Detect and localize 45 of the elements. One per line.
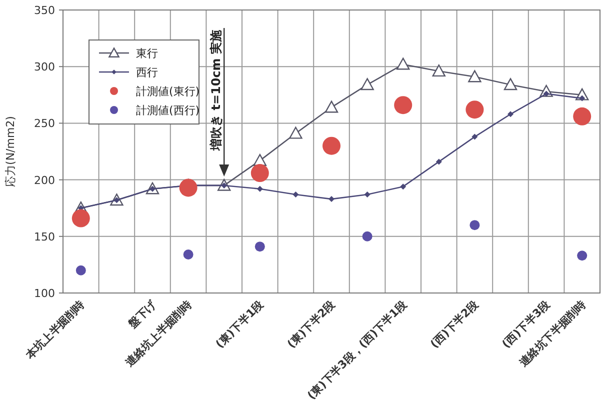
point bbox=[504, 78, 518, 90]
legend-label: 計測値(西行) bbox=[136, 104, 200, 117]
legend-label: 西行 bbox=[136, 66, 158, 79]
point bbox=[179, 178, 198, 197]
point bbox=[292, 192, 299, 198]
y-axis-title: 応力(N/mm2) bbox=[4, 116, 17, 187]
y-tick-label: 300 bbox=[34, 60, 55, 74]
point bbox=[289, 126, 302, 139]
point bbox=[468, 70, 482, 82]
point bbox=[322, 136, 340, 155]
point bbox=[328, 196, 334, 202]
point bbox=[508, 111, 514, 118]
x-tick-label: (西)下半2段 bbox=[428, 297, 482, 351]
point bbox=[396, 58, 410, 70]
point bbox=[250, 164, 269, 182]
point bbox=[400, 184, 406, 190]
legend-label: 計測値(東行) bbox=[136, 85, 200, 98]
point bbox=[466, 100, 484, 119]
y-tick-label: 200 bbox=[34, 174, 55, 187]
x-tick-label: 本坑上半掘削時 bbox=[22, 298, 88, 362]
point bbox=[360, 78, 374, 90]
y-tick-label: 250 bbox=[34, 117, 55, 130]
point bbox=[394, 96, 412, 114]
point bbox=[76, 265, 86, 276]
point bbox=[579, 95, 586, 102]
point bbox=[577, 250, 588, 261]
point bbox=[72, 209, 90, 228]
y-tick-label: 100 bbox=[34, 287, 55, 300]
legend-label: 東行 bbox=[136, 47, 158, 60]
point bbox=[256, 186, 263, 192]
point bbox=[573, 107, 592, 126]
point bbox=[183, 250, 194, 260]
annotation: 増吹き t=10cm 実施 bbox=[209, 29, 224, 152]
point bbox=[436, 158, 442, 165]
point bbox=[364, 192, 370, 198]
point bbox=[324, 100, 338, 113]
point bbox=[470, 220, 480, 230]
y-tick-label: 150 bbox=[34, 230, 55, 244]
point bbox=[472, 134, 478, 140]
x-tick-label: (東)下半2段 bbox=[284, 297, 338, 351]
point bbox=[254, 242, 265, 252]
point bbox=[362, 231, 372, 242]
y-tick-label: 350 bbox=[34, 4, 55, 17]
x-tick-label: (東)下半1段 bbox=[213, 297, 267, 351]
point bbox=[432, 64, 446, 77]
